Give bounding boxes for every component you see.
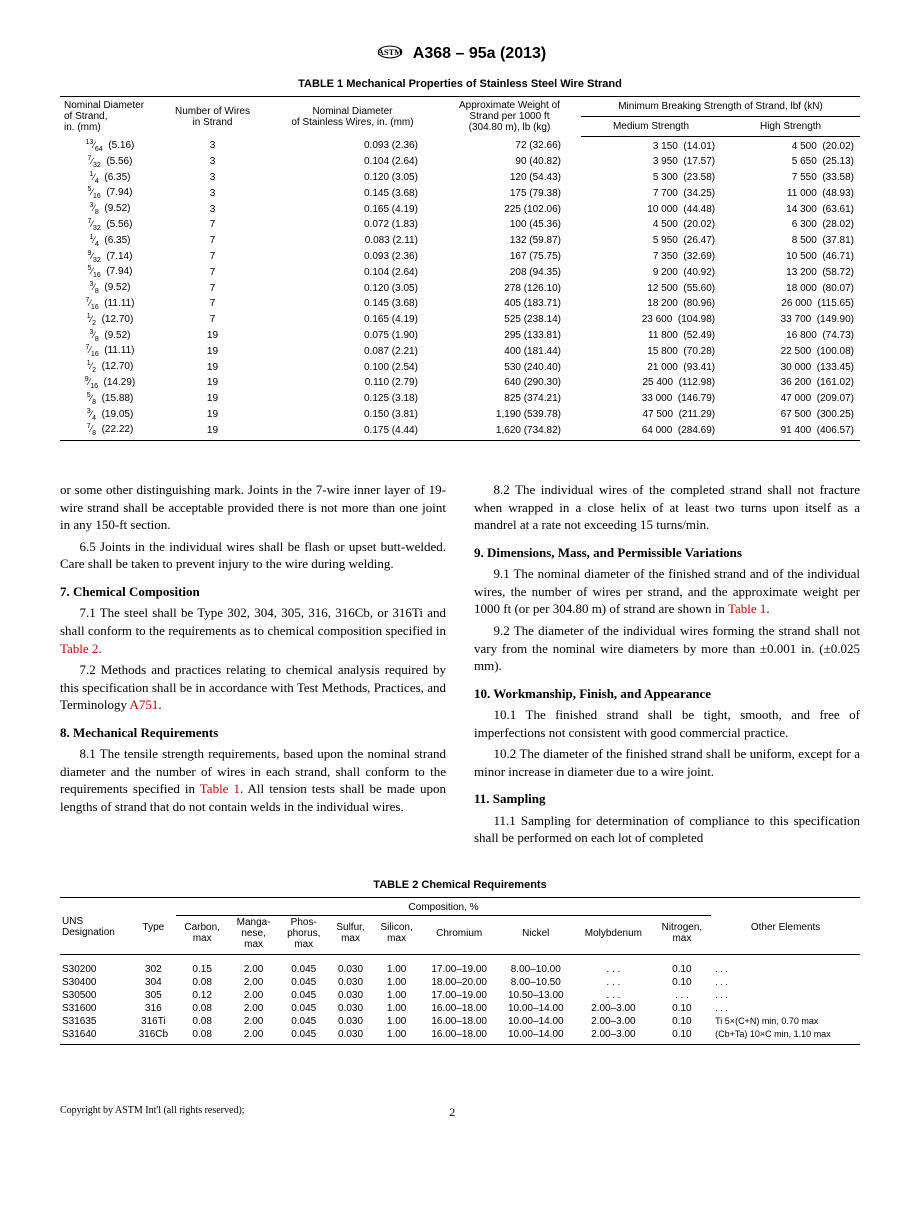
- table1-row: 9⁄32 (7.14)70.093 (2.36)167 (75.75)7 350…: [60, 249, 860, 265]
- table2-col-ni: Nickel: [497, 915, 574, 954]
- table1-row: 9⁄16 (14.29)190.110 (2.79)640 (290.30)25…: [60, 375, 860, 391]
- table1-col-high: High Strength: [721, 116, 860, 136]
- astm-logo-icon: ASTM: [374, 40, 406, 68]
- table2: UNSDesignation Type Composition, % Other…: [60, 897, 860, 1045]
- table2-row: S316003160.082.000.0450.0301.0016.00–18.…: [60, 1002, 860, 1015]
- table1-row: 5⁄16 (7.94)30.145 (3.68)175 (79.38)7 700…: [60, 185, 860, 201]
- table2-row: S31635316Ti0.082.000.0450.0301.0016.00–1…: [60, 1015, 860, 1028]
- doc-header: ASTM A368 – 95a (2013): [60, 40, 860, 68]
- table1-col-wt: Approximate Weight ofStrand per 1000 ft(…: [438, 97, 581, 137]
- link-table1-b[interactable]: Table 1: [728, 601, 766, 616]
- table2-col-mn: Manga-nese,max: [228, 915, 278, 954]
- table1-row: 7⁄32 (5.56)70.072 (1.83)100 (45.36)4 500…: [60, 217, 860, 233]
- table2-col-cr: Chromium: [421, 915, 498, 954]
- heading-10: 10. Workmanship, Finish, and Appearance: [474, 685, 860, 703]
- link-table1-a[interactable]: Table 1: [200, 781, 240, 796]
- para-8-2: 8.2 The individual wires of the complete…: [474, 481, 860, 534]
- para-8-1: 8.1 The tensile strength requirements, b…: [60, 745, 446, 815]
- table2-row: S302003020.152.000.0450.0301.0017.00–19.…: [60, 963, 860, 976]
- table1-col-dia: Nominal Diameterof Strand,in. (mm): [60, 97, 158, 137]
- table2-row: S31640316Cb0.082.000.0450.0301.0016.00–1…: [60, 1028, 860, 1045]
- right-column: 8.2 The individual wires of the complete…: [474, 477, 860, 851]
- left-column: or some other distinguishing mark. Joint…: [60, 477, 446, 851]
- table1-row: 1⁄4 (6.35)70.083 (2.11)132 (59.87)5 950 …: [60, 233, 860, 249]
- table1-row: 3⁄8 (9.52)30.165 (4.19)225 (102.06)10 00…: [60, 201, 860, 217]
- link-table2[interactable]: Table 2: [60, 641, 98, 656]
- heading-9: 9. Dimensions, Mass, and Permissible Var…: [474, 544, 860, 562]
- page-number: 2: [449, 1105, 455, 1120]
- table2-row: S304003040.082.000.0450.0301.0018.00–20.…: [60, 976, 860, 989]
- table2-col-uns: UNSDesignation: [60, 897, 131, 954]
- para-10-1: 10.1 The finished strand shall be tight,…: [474, 706, 860, 741]
- table1-row: 3⁄4 (19.05)190.150 (3.81)1,190 (539.78)4…: [60, 407, 860, 423]
- table1-row: 13⁄64 (5.16)30.093 (2.36)72 (32.66)3 150…: [60, 136, 860, 154]
- table2-col-mo: Molybdenum: [574, 915, 653, 954]
- table1-row: 3⁄8 (9.52)190.075 (1.90)295 (133.81)11 8…: [60, 328, 860, 344]
- table1-row: 7⁄16 (11.11)70.145 (3.68)405 (183.71)18 …: [60, 296, 860, 312]
- para-9-1: 9.1 The nominal diameter of the finished…: [474, 565, 860, 618]
- heading-8: 8. Mechanical Requirements: [60, 724, 446, 742]
- table1: Nominal Diameterof Strand,in. (mm) Numbe…: [60, 96, 860, 441]
- table1-row: 1⁄2 (12.70)70.165 (4.19)525 (238.14)23 6…: [60, 312, 860, 328]
- table2-col-c: Carbon,max: [176, 915, 228, 954]
- table1-col-med: Medium Strength: [581, 116, 721, 136]
- para-cont: or some other distinguishing mark. Joint…: [60, 481, 446, 534]
- table1-row: 1⁄4 (6.35)30.120 (3.05)120 (54.43)5 300 …: [60, 170, 860, 186]
- table2-col-comp: Composition, %: [176, 897, 711, 915]
- table1-row: 3⁄8 (9.52)70.120 (3.05)278 (126.10)12 50…: [60, 280, 860, 296]
- heading-7: 7. Chemical Composition: [60, 583, 446, 601]
- heading-11: 11. Sampling: [474, 790, 860, 808]
- copyright-text: Copyright by ASTM Int'l (all rights rese…: [60, 1105, 245, 1120]
- page-footer: Copyright by ASTM Int'l (all rights rese…: [60, 1105, 860, 1120]
- table2-col-p: Phos-phorus,max: [279, 915, 329, 954]
- table1-row: 7⁄16 (11.11)190.087 (2.21)400 (181.44)15…: [60, 343, 860, 359]
- body-columns: or some other distinguishing mark. Joint…: [60, 477, 860, 851]
- table1-row: 5⁄16 (7.94)70.104 (2.64)208 (94.35)9 200…: [60, 264, 860, 280]
- table2-row: S305003050.122.000.0450.0301.0017.00–19.…: [60, 989, 860, 1002]
- table2-col-type: Type: [131, 897, 176, 954]
- table2-col-s: Sulfur,max: [329, 915, 373, 954]
- table2-caption: TABLE 2 Chemical Requirements: [60, 879, 860, 891]
- para-7-1: 7.1 The steel shall be Type 302, 304, 30…: [60, 604, 446, 657]
- para-10-2: 10.2 The diameter of the finished strand…: [474, 745, 860, 780]
- para-7-2: 7.2 Methods and practices relating to ch…: [60, 661, 446, 714]
- table2-col-n: Nitrogen,max: [653, 915, 711, 954]
- doc-id: A368 – 95a (2013): [413, 45, 546, 62]
- table1-row: 7⁄32 (5.56)30.104 (2.64)90 (40.82)3 950 …: [60, 154, 860, 170]
- table1-row: 5⁄8 (15.88)190.125 (3.18)825 (374.21)33 …: [60, 391, 860, 407]
- svg-text:ASTM: ASTM: [377, 47, 402, 57]
- para-6-5: 6.5 Joints in the individual wires shall…: [60, 538, 446, 573]
- table1-col-wd: Nominal Diameterof Stainless Wires, in. …: [267, 97, 438, 137]
- para-9-2: 9.2 The diameter of the individual wires…: [474, 622, 860, 675]
- table1-col-nw: Number of Wiresin Strand: [158, 97, 267, 137]
- table2-col-si: Silicon,max: [372, 915, 420, 954]
- table1-caption: TABLE 1 Mechanical Properties of Stainle…: [60, 78, 860, 90]
- link-a751[interactable]: A751: [130, 697, 159, 712]
- table1-col-strength: Minimum Breaking Strength of Strand, lbf…: [581, 97, 860, 117]
- table1-row: 7⁄8 (22.22)190.175 (4.44)1,620 (734.82)6…: [60, 422, 860, 440]
- table2-col-other: Other Elements: [711, 897, 860, 954]
- table1-row: 1⁄2 (12.70)190.100 (2.54)530 (240.40)21 …: [60, 359, 860, 375]
- para-11-1: 11.1 Sampling for determination of compl…: [474, 812, 860, 847]
